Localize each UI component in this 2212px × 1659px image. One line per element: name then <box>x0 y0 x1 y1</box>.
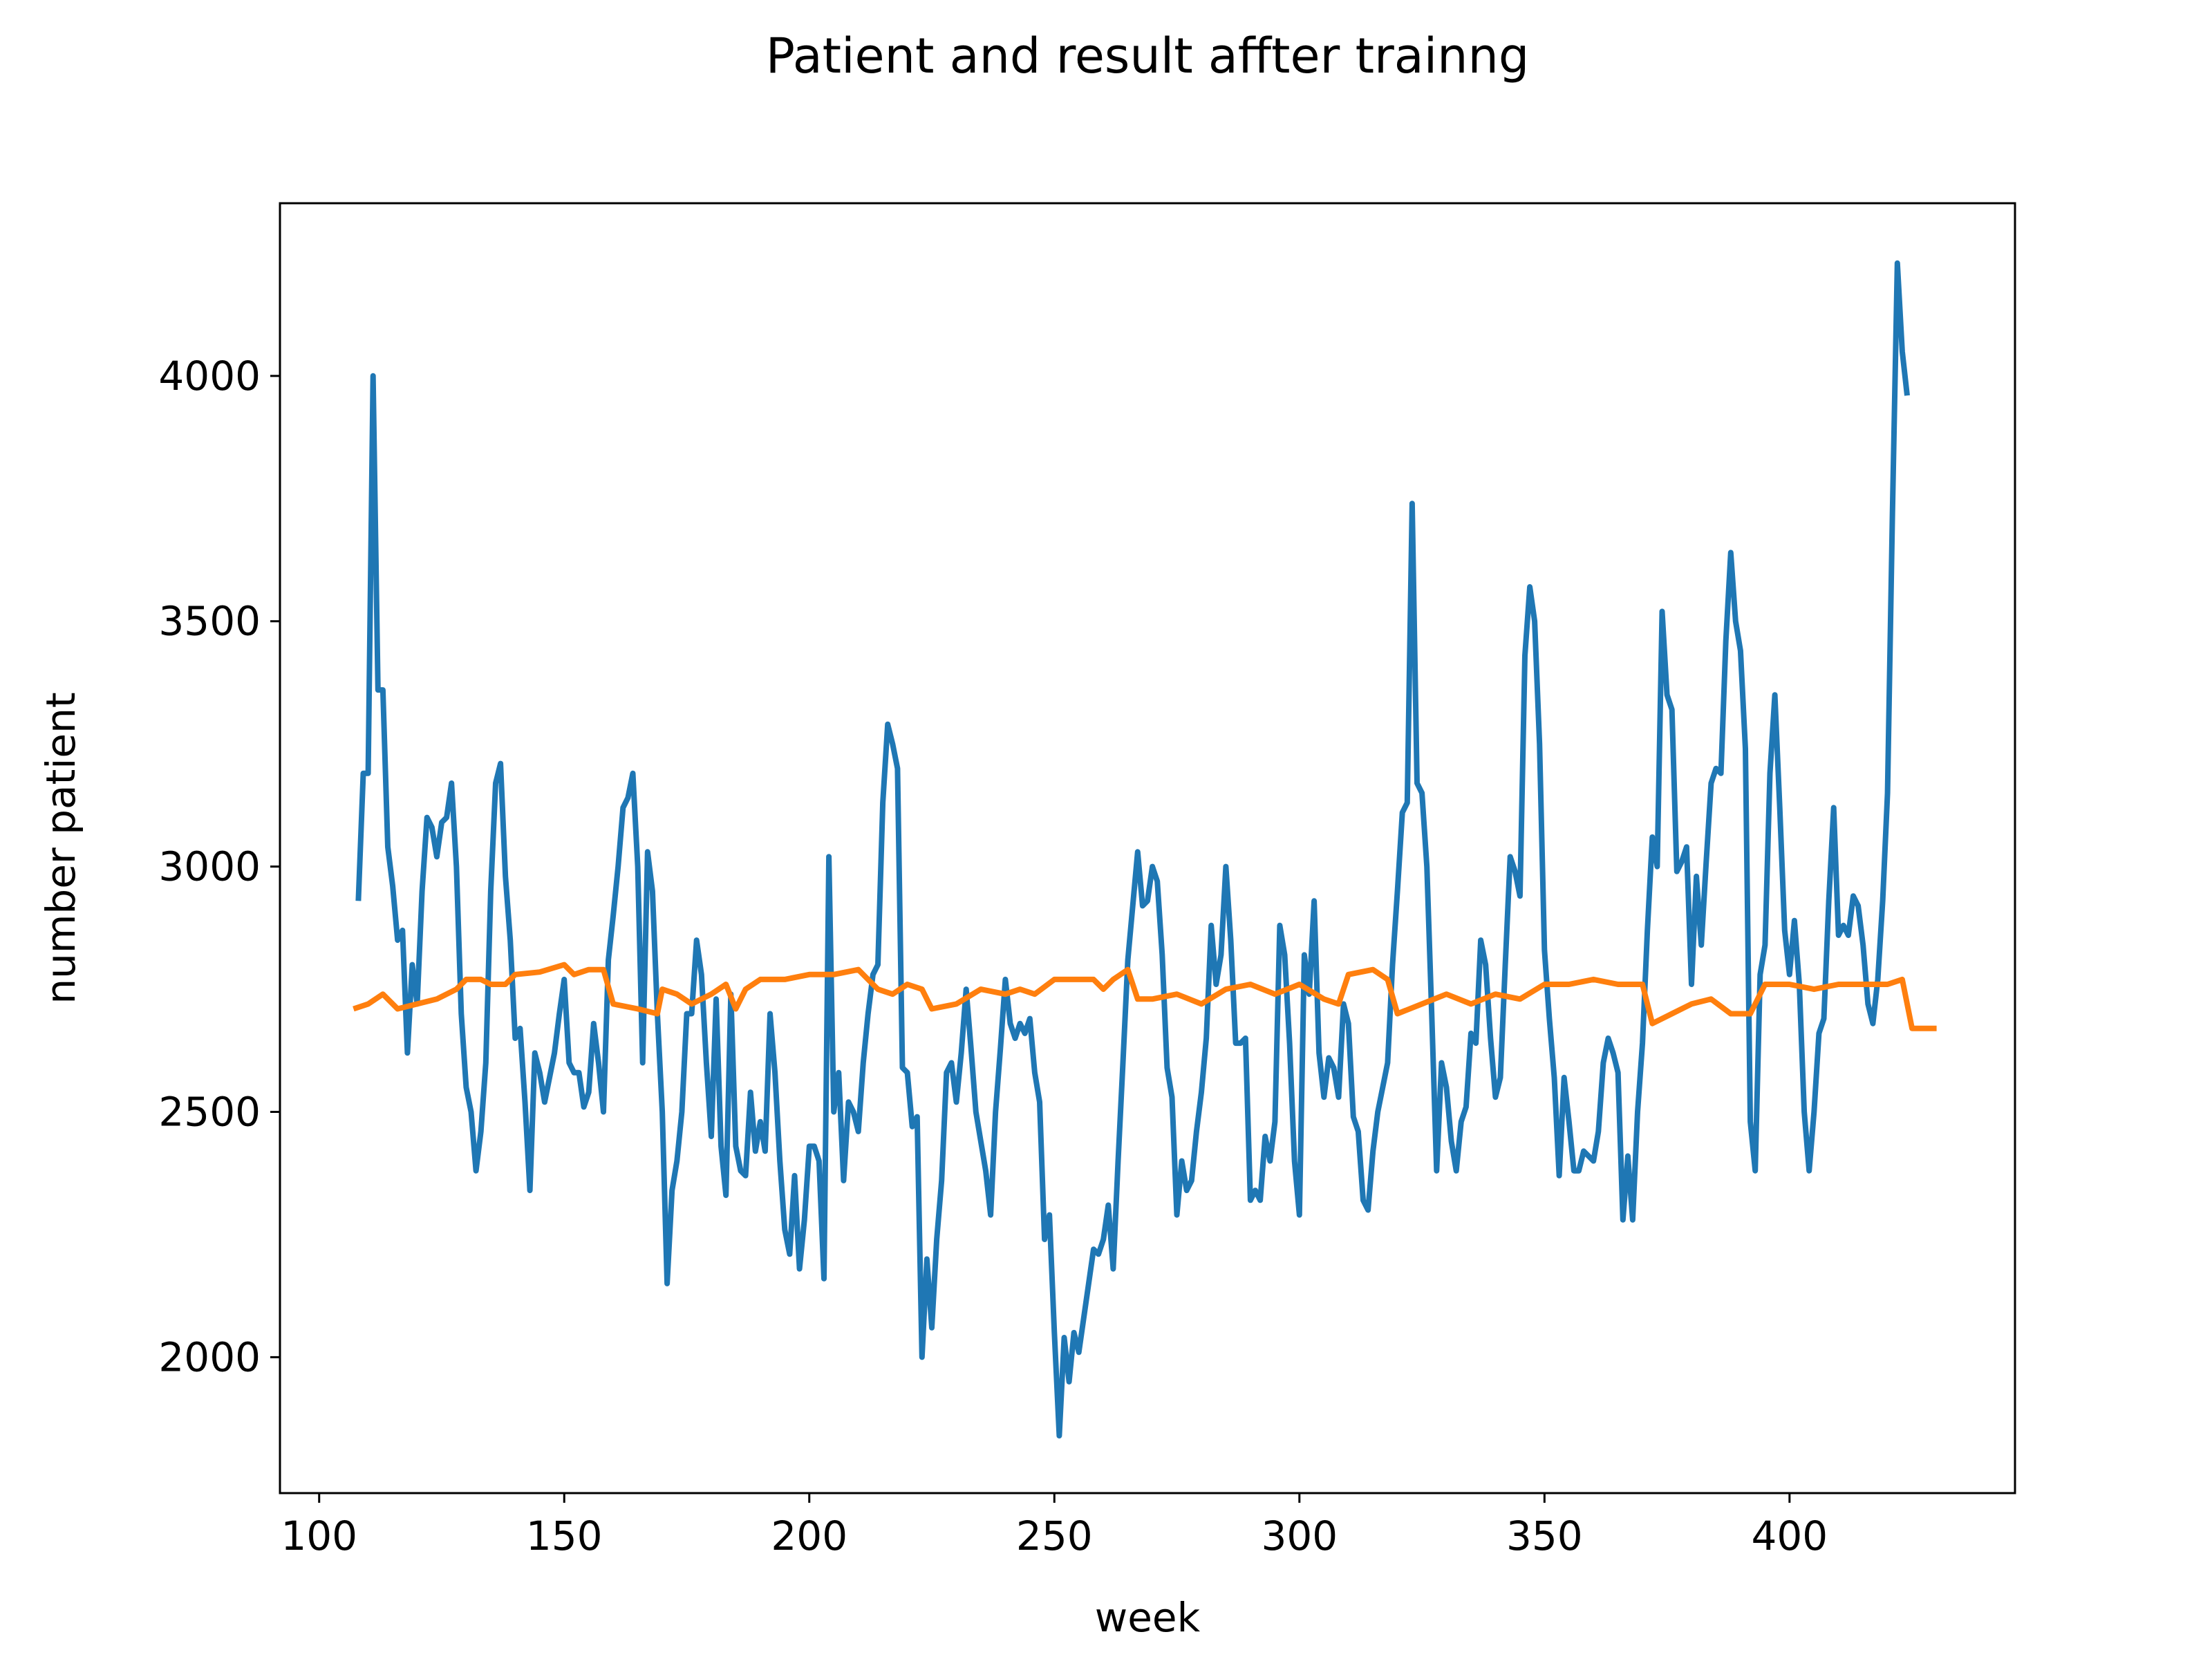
y-tick-label: 4000 <box>158 353 261 400</box>
y-axis-label: number patient <box>37 692 84 1004</box>
x-tick-label: 100 <box>281 1512 357 1559</box>
y-tick-label: 3000 <box>158 843 261 890</box>
axes-frame <box>279 202 2016 1494</box>
x-tick-label: 200 <box>771 1512 847 1559</box>
x-tick-label: 300 <box>1261 1512 1338 1559</box>
y-tick-label: 3500 <box>158 598 261 645</box>
y-tick-label: 2500 <box>158 1089 261 1136</box>
x-tick-label: 150 <box>526 1512 603 1559</box>
line-series <box>353 962 1937 1031</box>
x-tick-label: 350 <box>1506 1512 1583 1559</box>
x-axis-label: week <box>1095 1594 1201 1641</box>
x-tick-label: 400 <box>1751 1512 1828 1559</box>
line-series <box>355 260 1910 1438</box>
y-tick-label: 2000 <box>158 1333 261 1380</box>
chart-title: Patient and result affter trainng <box>766 28 1530 84</box>
x-tick-label: 250 <box>1016 1512 1093 1559</box>
